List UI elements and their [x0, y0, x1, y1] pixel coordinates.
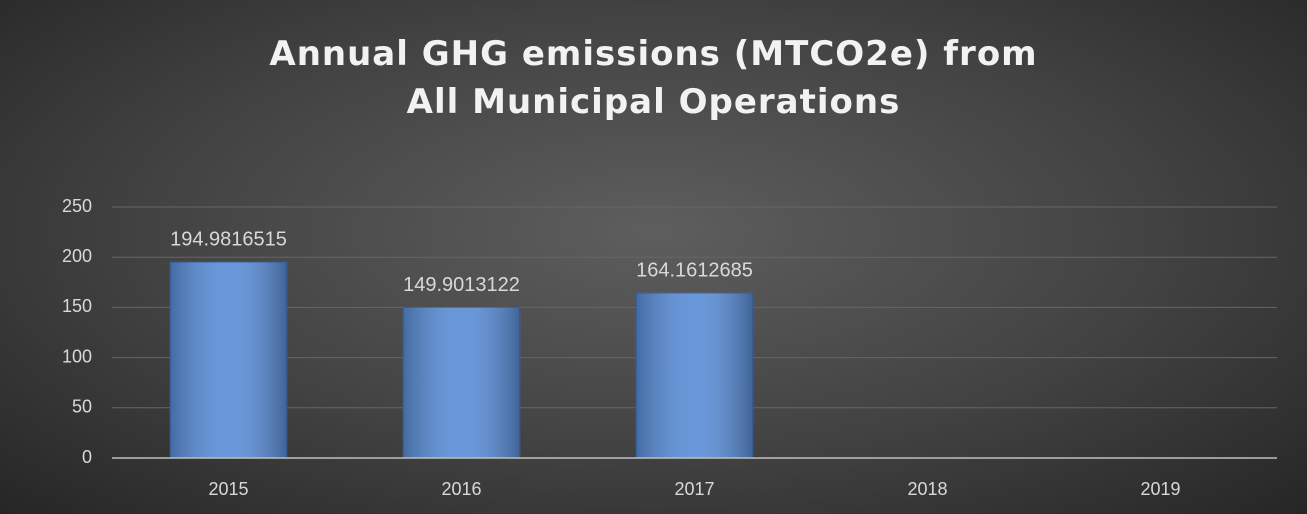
y-tick-label: 0 — [82, 447, 92, 467]
y-tick-label: 50 — [72, 397, 92, 417]
y-tick-label: 250 — [62, 196, 92, 216]
data-label: 194.9816515 — [170, 229, 287, 251]
bar-shading — [636, 293, 753, 458]
y-tick-label: 150 — [62, 296, 92, 316]
x-tick-label: 2016 — [441, 479, 481, 499]
y-tick-label: 200 — [62, 246, 92, 266]
x-tick-label: 2015 — [208, 479, 248, 499]
data-label: 149.9013122 — [403, 274, 520, 296]
bar-shading — [170, 262, 287, 458]
x-tick-label: 2018 — [907, 479, 947, 499]
data-label: 164.1612685 — [636, 259, 753, 281]
y-tick-label: 100 — [62, 346, 92, 366]
x-tick-label: 2019 — [1140, 479, 1180, 499]
chart-title: Annual GHG emissions (MTCO2e) from All M… — [269, 34, 1038, 122]
bar-shading — [403, 307, 520, 458]
x-tick-label: 2017 — [674, 479, 714, 499]
